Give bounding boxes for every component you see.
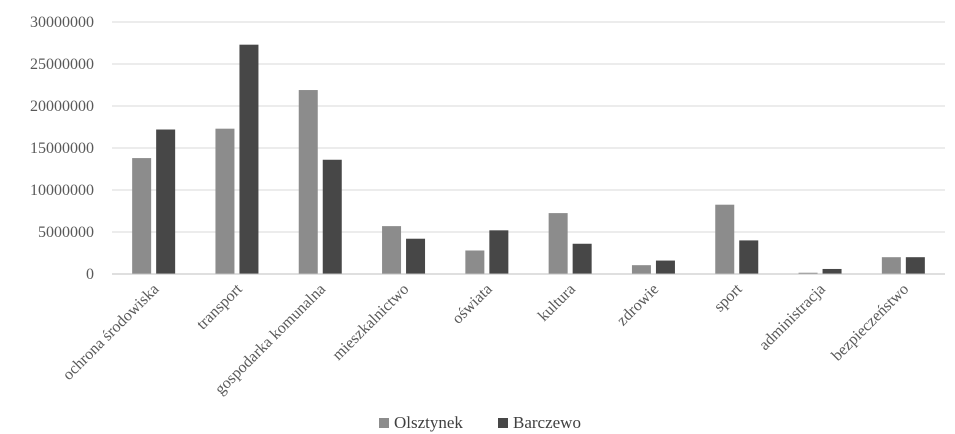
x-category-label: sport xyxy=(711,280,746,315)
x-category-label: zdrowie xyxy=(614,281,662,329)
bar-barczewo-0 xyxy=(156,129,176,274)
bar-olsztynek-5 xyxy=(548,213,568,274)
bar-olsztynek-8 xyxy=(798,272,818,274)
bar-olsztynek-9 xyxy=(881,257,901,274)
bar-barczewo-7 xyxy=(739,240,759,274)
bar-barczewo-4 xyxy=(489,230,509,274)
y-tick-label: 30000000 xyxy=(30,14,94,31)
y-tick-label: 15000000 xyxy=(30,140,94,157)
y-tick-label: 0 xyxy=(86,266,94,283)
gridlines xyxy=(112,21,945,233)
y-axis-tick-labels: 0 5000000 10000000 15000000 20000000 25000000… xyxy=(30,14,94,283)
bar-barczewo-2 xyxy=(322,159,342,274)
bar-barczewo-8 xyxy=(822,268,842,274)
bar-olsztynek-0 xyxy=(132,158,152,274)
x-category-label: ochrona środowiska xyxy=(60,281,163,384)
legend-swatch-olsztynek xyxy=(379,418,389,428)
x-category-label: kultura xyxy=(535,281,579,325)
bar-olsztynek-6 xyxy=(631,265,651,274)
y-tick-label: 20000000 xyxy=(30,98,94,115)
bar-barczewo-3 xyxy=(406,238,426,274)
bar-olsztynek-1 xyxy=(215,128,235,274)
bar-olsztynek-3 xyxy=(382,226,402,274)
legend-swatch-barczewo xyxy=(498,418,508,428)
bar-olsztynek-2 xyxy=(298,90,318,274)
y-tick-label: 25000000 xyxy=(30,56,94,73)
legend-label-olsztynek: Olsztynek xyxy=(394,413,463,432)
y-tick-label: 5000000 xyxy=(38,224,94,241)
bars xyxy=(132,44,925,275)
bar-barczewo-6 xyxy=(655,260,675,274)
x-category-label: mieszkalnictwo xyxy=(329,281,412,364)
bar-barczewo-9 xyxy=(905,257,925,274)
x-category-label: bezpieczeństwo xyxy=(829,281,913,365)
x-category-label: administracja xyxy=(756,281,829,354)
y-tick-label: 10000000 xyxy=(30,182,94,199)
bar-olsztynek-4 xyxy=(465,250,485,274)
x-category-label: transport xyxy=(194,280,247,333)
legend-label-barczewo: Barczewo xyxy=(513,413,581,432)
legend: Olsztynek Barczewo xyxy=(379,413,581,432)
bar-barczewo-5 xyxy=(572,243,592,274)
bar-barczewo-1 xyxy=(239,44,259,275)
bar-olsztynek-7 xyxy=(715,204,735,274)
x-category-label: oświata xyxy=(449,281,496,328)
